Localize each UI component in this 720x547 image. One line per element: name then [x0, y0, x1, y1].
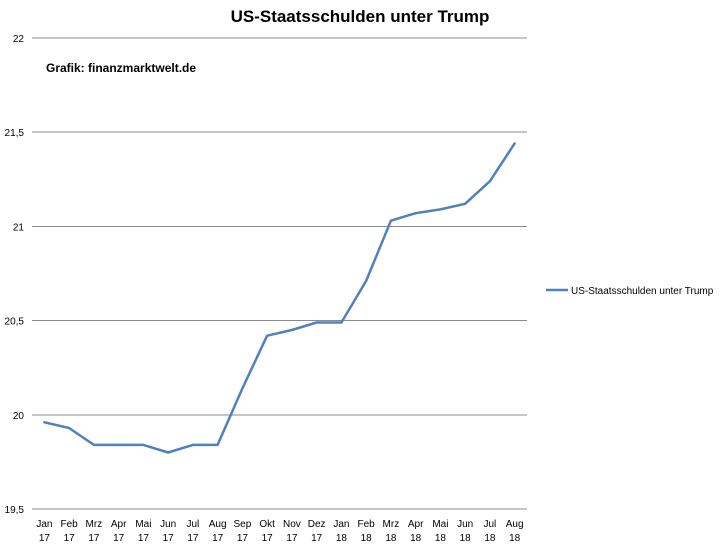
y-tick-label: 21,5	[5, 128, 25, 139]
x-tick-label: Jun	[160, 519, 176, 530]
x-tick-year: 18	[435, 533, 447, 544]
x-tick-label: Jun	[457, 519, 473, 530]
x-tick-label: Aug	[506, 519, 524, 530]
x-tick-year: 18	[361, 533, 373, 544]
legend-label: US-Staatsschulden unter Trump	[571, 286, 714, 297]
x-tick-label: Dez	[308, 519, 326, 530]
x-tick-label: Feb	[358, 519, 376, 530]
legend: US-Staatsschulden unter Trump	[546, 286, 714, 297]
x-tick-year: 17	[237, 533, 249, 544]
x-tick-year: 18	[336, 533, 348, 544]
x-tick-year: 17	[64, 533, 76, 544]
x-tick-year: 17	[311, 533, 323, 544]
x-tick-year: 18	[385, 533, 397, 544]
series-layer	[43, 142, 516, 454]
x-axis-ticks: Jan 17 Feb 17 Mrz 17 Apr 17 Mai 17 Jun 17 Jul 17 Aug 17…	[36, 519, 523, 544]
x-tick-label: Mai	[432, 519, 448, 530]
x-tick-year: 17	[187, 533, 199, 544]
x-tick-year: 18	[484, 533, 496, 544]
y-tick-label: 19,5	[5, 505, 25, 516]
x-tick-year: 17	[262, 533, 274, 544]
x-tick-label: Okt	[259, 519, 275, 530]
x-tick-label: Mrz	[383, 519, 400, 530]
x-tick-year: 17	[88, 533, 100, 544]
y-axis-ticks: 19,5 20 20,5 21 21,5 22	[5, 34, 25, 516]
x-tick-label: Feb	[61, 519, 79, 530]
x-tick-label: Mai	[135, 519, 151, 530]
x-tick-label: Aug	[209, 519, 227, 530]
chart-title: US-Staatsschulden unter Trump	[231, 7, 490, 26]
x-tick-year: 18	[410, 533, 422, 544]
gridlines	[32, 37, 527, 510]
x-tick-label: Sep	[233, 519, 251, 530]
y-tick-label: 20	[13, 411, 25, 422]
x-tick-year: 17	[39, 533, 51, 544]
x-tick-label: Jul	[186, 519, 199, 530]
x-tick-label: Mrz	[86, 519, 103, 530]
x-tick-label: Apr	[408, 519, 424, 530]
x-tick-label: Apr	[111, 519, 127, 530]
source-label: Grafik: finanzmarktwelt.de	[46, 61, 196, 75]
x-tick-label: Nov	[283, 519, 301, 530]
y-tick-label: 20,5	[5, 317, 25, 328]
x-tick-year: 17	[212, 533, 224, 544]
x-tick-year: 18	[509, 533, 521, 544]
x-tick-label: Jul	[483, 519, 496, 530]
x-tick-label: Jan	[333, 519, 349, 530]
y-tick-label: 21	[13, 222, 25, 233]
x-tick-year: 17	[163, 533, 175, 544]
y-tick-label: 22	[13, 34, 25, 45]
x-tick-year: 17	[286, 533, 298, 544]
x-tick-year: 17	[113, 533, 125, 544]
x-tick-year: 17	[138, 533, 150, 544]
series-line	[43, 142, 516, 454]
x-tick-label: Jan	[36, 519, 52, 530]
x-tick-year: 18	[460, 533, 472, 544]
